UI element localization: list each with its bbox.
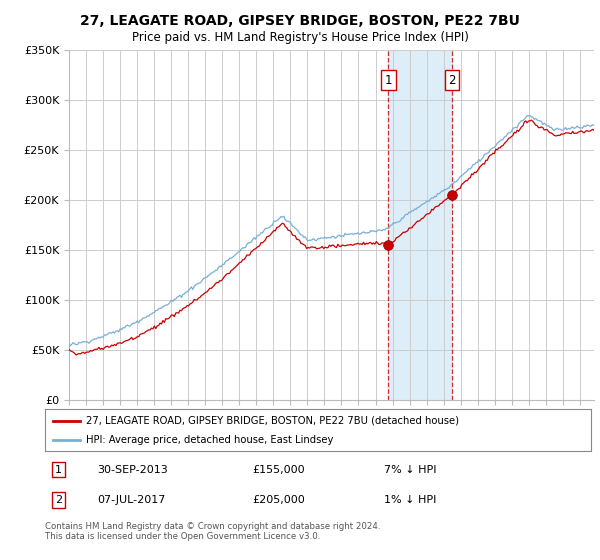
Text: Price paid vs. HM Land Registry's House Price Index (HPI): Price paid vs. HM Land Registry's House … <box>131 31 469 44</box>
Text: Contains HM Land Registry data © Crown copyright and database right 2024.
This d: Contains HM Land Registry data © Crown c… <box>45 522 380 542</box>
Bar <box>388 50 452 400</box>
Text: HPI: Average price, detached house, East Lindsey: HPI: Average price, detached house, East… <box>86 435 334 445</box>
Text: 07-JUL-2017: 07-JUL-2017 <box>97 495 165 505</box>
Text: 27, LEAGATE ROAD, GIPSEY BRIDGE, BOSTON, PE22 7BU (detached house): 27, LEAGATE ROAD, GIPSEY BRIDGE, BOSTON,… <box>86 416 459 426</box>
Text: 1: 1 <box>385 74 392 87</box>
Text: 7% ↓ HPI: 7% ↓ HPI <box>383 465 436 475</box>
Text: £155,000: £155,000 <box>253 465 305 475</box>
Text: 2: 2 <box>448 74 456 87</box>
Text: £205,000: £205,000 <box>253 495 305 505</box>
Text: 1: 1 <box>55 465 62 475</box>
Text: 1% ↓ HPI: 1% ↓ HPI <box>383 495 436 505</box>
Text: 27, LEAGATE ROAD, GIPSEY BRIDGE, BOSTON, PE22 7BU: 27, LEAGATE ROAD, GIPSEY BRIDGE, BOSTON,… <box>80 14 520 28</box>
Text: 2: 2 <box>55 495 62 505</box>
Text: 30-SEP-2013: 30-SEP-2013 <box>97 465 167 475</box>
